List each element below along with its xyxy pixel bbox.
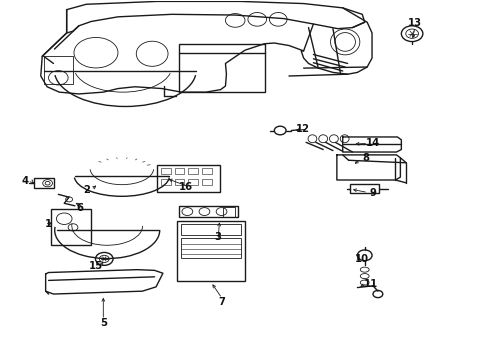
Bar [174, 168, 184, 174]
Text: 15: 15 [89, 261, 103, 271]
Bar [202, 179, 212, 185]
Bar [176, 221, 245, 282]
Text: 2: 2 [83, 185, 90, 195]
Text: 12: 12 [295, 124, 310, 134]
Text: 14: 14 [366, 139, 380, 148]
Bar [188, 179, 198, 185]
Text: 9: 9 [369, 188, 376, 198]
Bar [44, 56, 73, 84]
Text: 16: 16 [178, 182, 193, 192]
Bar [202, 168, 212, 174]
Bar [180, 238, 241, 258]
Bar [50, 210, 91, 245]
Bar [157, 165, 220, 192]
Bar [223, 207, 235, 217]
Bar [179, 206, 238, 217]
Text: 13: 13 [408, 18, 422, 28]
Bar [161, 179, 171, 185]
Text: 10: 10 [355, 254, 369, 264]
Bar [34, 178, 54, 188]
Text: 5: 5 [100, 319, 107, 328]
Bar [180, 224, 241, 234]
Text: 6: 6 [76, 203, 83, 213]
Text: 3: 3 [215, 232, 221, 242]
Text: 8: 8 [363, 153, 369, 163]
Bar [179, 44, 265, 92]
Text: 11: 11 [364, 279, 378, 289]
Text: 7: 7 [219, 297, 225, 307]
Bar [188, 168, 198, 174]
Text: 1: 1 [45, 219, 52, 229]
Bar [161, 168, 171, 174]
Bar [174, 179, 184, 185]
Text: 4: 4 [22, 176, 29, 186]
Bar [350, 184, 379, 193]
